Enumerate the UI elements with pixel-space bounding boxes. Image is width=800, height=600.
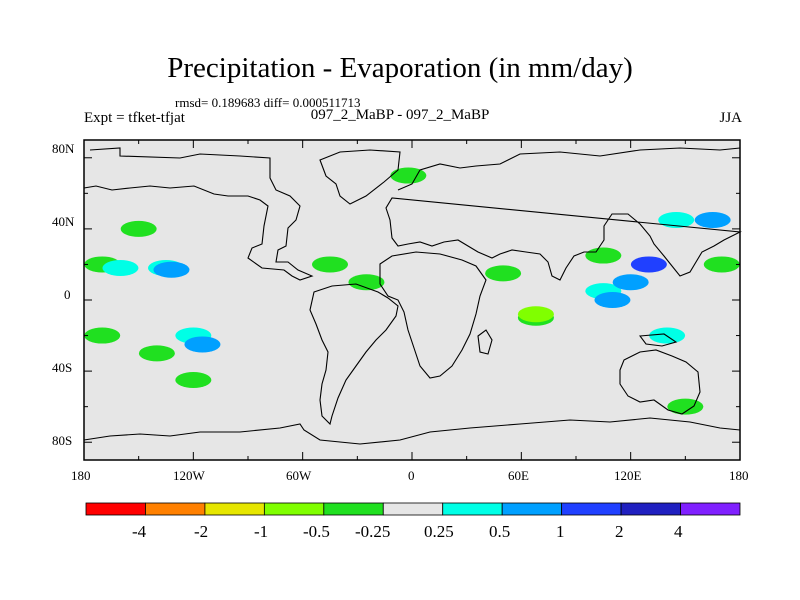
anomaly-region bbox=[312, 256, 348, 273]
lon-label-60w: 60W bbox=[286, 468, 312, 483]
case-names: 097_2_MaBP - 097_2_MaBP bbox=[310, 107, 490, 123]
anomaly-region bbox=[694, 212, 731, 228]
precip-anomaly-regions bbox=[84, 167, 740, 415]
anomaly-region bbox=[102, 260, 139, 276]
colorbar-label: -2 bbox=[194, 522, 209, 541]
anomaly-region bbox=[153, 261, 190, 278]
anomaly-region bbox=[120, 220, 157, 237]
colorbar-swatch bbox=[85, 502, 146, 516]
colorbar-label: 4 bbox=[674, 522, 683, 541]
coastline-antarctica bbox=[83, 417, 741, 445]
colorbar-swatch bbox=[323, 502, 384, 516]
experiment-label: Expt = tfket-tfjat bbox=[84, 110, 185, 126]
anomaly-region bbox=[138, 345, 175, 362]
colorbar-swatch bbox=[204, 502, 265, 516]
season-label: JJA bbox=[719, 110, 742, 126]
anomaly-region bbox=[612, 274, 649, 291]
colorbar-label: -4 bbox=[132, 522, 147, 541]
coastline-australia bbox=[619, 349, 701, 415]
anomaly-region bbox=[667, 398, 704, 415]
colorbar bbox=[85, 502, 741, 516]
lat-label-0: 0 bbox=[64, 287, 71, 302]
colorbar-label: 2 bbox=[615, 522, 624, 541]
anomaly-region bbox=[658, 212, 695, 228]
colorbar-swatch bbox=[442, 502, 503, 516]
anomaly-region bbox=[84, 327, 121, 344]
lon-label-0: 0 bbox=[408, 468, 415, 483]
coastline-north-america bbox=[83, 147, 314, 281]
colorbar-swatch bbox=[501, 502, 563, 516]
lat-label-80n: 80N bbox=[52, 141, 75, 156]
anomaly-region bbox=[485, 265, 522, 282]
anomaly-region bbox=[517, 306, 554, 323]
lat-label-80s: 80S bbox=[52, 433, 73, 448]
lat-label-40n: 40N bbox=[52, 214, 75, 229]
colorbar-label: 0.5 bbox=[489, 522, 511, 541]
anomaly-region bbox=[348, 274, 385, 291]
anomaly-region bbox=[703, 256, 740, 273]
colorbar-swatch bbox=[561, 502, 622, 516]
coastline-south-america bbox=[309, 283, 399, 426]
coastline-greenland bbox=[319, 149, 401, 205]
colorbar-label: -0.25 bbox=[355, 522, 391, 541]
anomaly-region bbox=[175, 372, 212, 388]
coastline-new-guinea bbox=[638, 333, 678, 347]
anomaly-region bbox=[585, 247, 622, 264]
axis-ticks bbox=[83, 140, 741, 460]
lon-label-180e: 180 bbox=[729, 468, 749, 483]
colorbar-swatch bbox=[680, 502, 741, 516]
coastline-eurasia bbox=[385, 147, 742, 281]
coastline-madagascar bbox=[477, 329, 493, 355]
anomaly-region bbox=[630, 256, 667, 273]
coastlines bbox=[83, 147, 742, 445]
anomaly-region bbox=[390, 167, 427, 184]
plot-title: Precipitation - Evaporation (in mm/day) bbox=[167, 52, 633, 84]
anomaly-region bbox=[184, 336, 221, 353]
colorbar-swatch bbox=[382, 502, 444, 516]
coastline-africa bbox=[379, 251, 487, 379]
anomaly-region bbox=[594, 292, 631, 308]
stats-line: rmsd= 0.189683 diff= 0.000511713 bbox=[175, 95, 361, 110]
lon-label-60e: 60E bbox=[508, 468, 529, 483]
colorbar-label: 0.25 bbox=[424, 522, 454, 541]
colorbar-swatch bbox=[620, 502, 681, 516]
lon-label-180w: 180 bbox=[71, 468, 91, 483]
colorbar-swatch bbox=[145, 502, 206, 516]
colorbar-label: -1 bbox=[254, 522, 269, 541]
colorbar-label: 1 bbox=[556, 522, 565, 541]
map-background bbox=[84, 140, 740, 460]
lon-label-120e: 120E bbox=[614, 468, 642, 483]
lon-label-120w: 120W bbox=[173, 468, 205, 483]
colorbar-label: -0.5 bbox=[303, 522, 330, 541]
colorbar-swatch bbox=[263, 502, 325, 516]
lat-label-40s: 40S bbox=[52, 360, 73, 375]
